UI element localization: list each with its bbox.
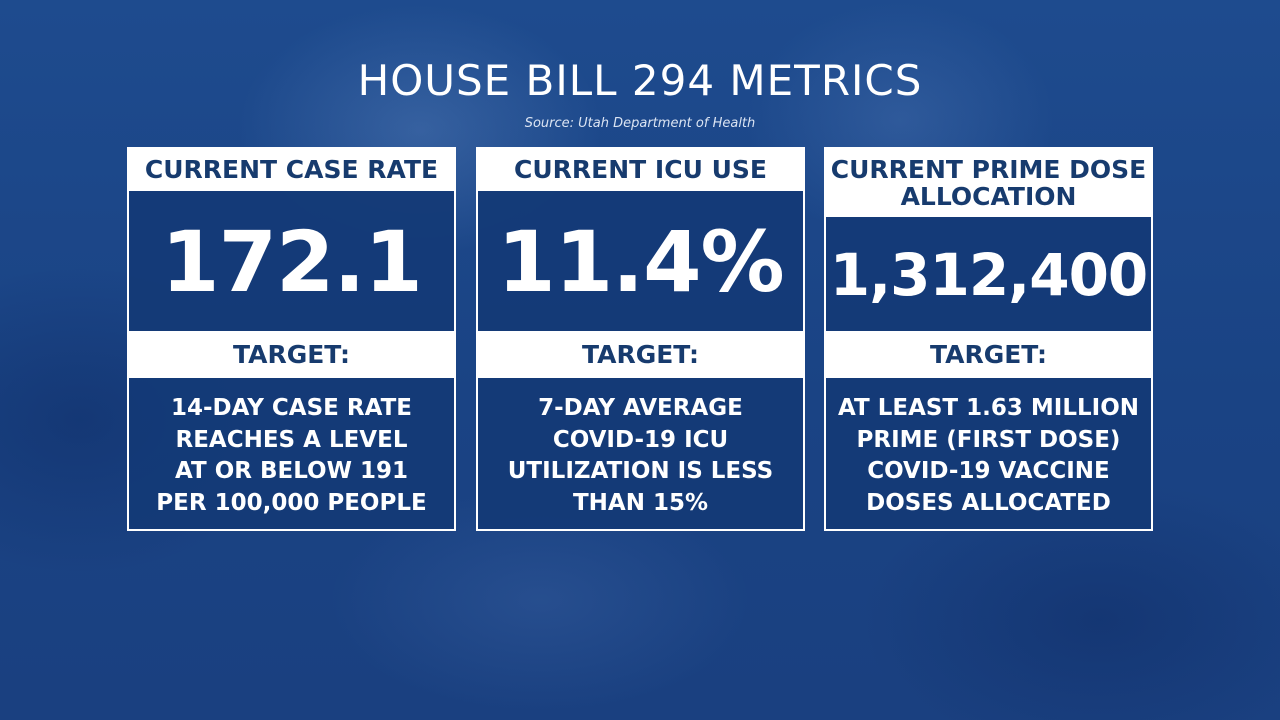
target-description: 7-DAY AVERAGE COVID-19 ICU UTILIZATION I… <box>478 393 803 519</box>
card-header-line: ALLOCATION <box>900 182 1077 211</box>
metric-card-prime-dose: CURRENT PRIME DOSE ALLOCATION 1,312,400 … <box>824 147 1153 531</box>
card-header-line: CURRENT ICU USE <box>514 155 767 184</box>
target-label: TARGET: <box>478 331 803 378</box>
target-line: AT LEAST 1.63 MILLION <box>837 395 1139 421</box>
target-line: DOSES ALLOCATED <box>866 489 1111 516</box>
source-caption: Source: Utah Department of Health <box>524 116 756 131</box>
card-header-line: CURRENT CASE RATE <box>144 155 439 184</box>
page-title: HOUSE BILL 294 METRICS <box>357 56 923 105</box>
current-value: 1,312,400 <box>829 241 1149 309</box>
target-line: 7-DAY AVERAGE <box>538 395 743 421</box>
target-line: UTILIZATION IS LESS <box>507 458 774 484</box>
target-line: PRIME (FIRST DOSE) <box>856 426 1121 453</box>
target-line: COVID-19 VACCINE <box>867 458 1110 484</box>
target-line: COVID-19 ICU <box>552 426 729 453</box>
target-line: 14-DAY CASE RATE <box>171 395 412 421</box>
current-value: 11.4% <box>497 213 784 311</box>
target-line: THAN 15% <box>572 489 709 516</box>
card-header: CURRENT ICU USE <box>478 149 803 191</box>
card-header: CURRENT PRIME DOSE ALLOCATION <box>826 149 1151 217</box>
target-label: TARGET: <box>826 331 1151 378</box>
metric-card-case-rate: CURRENT CASE RATE 172.1 TARGET: 14-DAY C… <box>127 147 456 531</box>
target-line: AT OR BELOW 191 <box>175 458 408 484</box>
target-line: PER 100,000 PEOPLE <box>156 489 427 516</box>
card-header-line: CURRENT PRIME DOSE <box>830 155 1147 184</box>
card-header: CURRENT CASE RATE <box>129 149 454 191</box>
target-label: TARGET: <box>129 331 454 378</box>
current-value: 172.1 <box>161 213 423 311</box>
target-line: REACHES A LEVEL <box>175 426 408 453</box>
target-description: 14-DAY CASE RATE REACHES A LEVEL AT OR B… <box>129 393 454 519</box>
metric-card-icu-use: CURRENT ICU USE 11.4% TARGET: 7-DAY AVER… <box>476 147 805 531</box>
target-description: AT LEAST 1.63 MILLION PRIME (FIRST DOSE)… <box>826 393 1151 519</box>
